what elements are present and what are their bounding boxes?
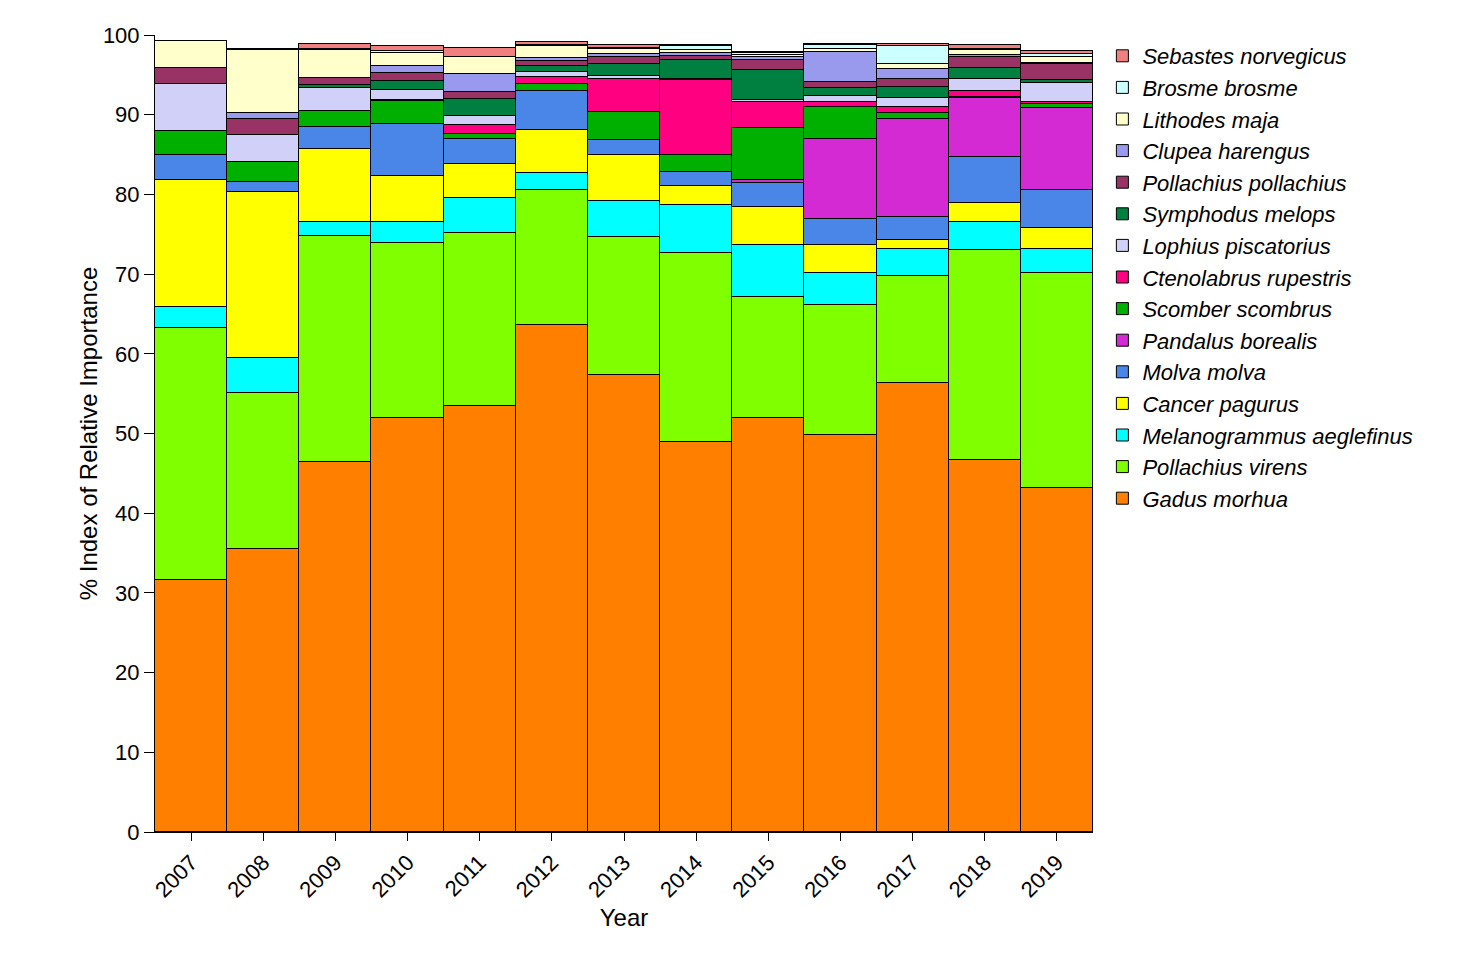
svg-text:Year: Year <box>600 904 649 931</box>
svg-text:Pollachius virens: Pollachius virens <box>1142 455 1307 480</box>
svg-text:2013: 2013 <box>583 850 635 902</box>
svg-text:0: 0 <box>127 820 139 845</box>
svg-text:2014: 2014 <box>655 850 707 902</box>
svg-text:50: 50 <box>115 421 139 446</box>
svg-text:100: 100 <box>103 23 140 48</box>
svg-text:90: 90 <box>115 102 139 127</box>
svg-text:Pollachius pollachius: Pollachius pollachius <box>1142 171 1346 196</box>
svg-text:Cancer pagurus: Cancer pagurus <box>1142 392 1299 417</box>
svg-text:2017: 2017 <box>872 850 924 902</box>
svg-text:2009: 2009 <box>294 850 346 902</box>
svg-text:Sebastes norvegicus: Sebastes norvegicus <box>1142 44 1346 69</box>
svg-text:2011: 2011 <box>440 850 491 901</box>
svg-text:Symphodus melops: Symphodus melops <box>1142 202 1335 227</box>
svg-text:Lophius piscatorius: Lophius piscatorius <box>1142 234 1330 259</box>
svg-text:60: 60 <box>115 342 139 367</box>
svg-text:Molva molva: Molva molva <box>1142 360 1265 385</box>
svg-text:2019: 2019 <box>1016 850 1068 902</box>
svg-text:2015: 2015 <box>727 850 779 902</box>
svg-text:% Index of Relative Importance: % Index of Relative Importance <box>75 267 102 601</box>
svg-text:2007: 2007 <box>150 850 202 902</box>
svg-text:2016: 2016 <box>799 850 851 902</box>
svg-text:2018: 2018 <box>944 850 996 902</box>
svg-text:20: 20 <box>115 660 139 685</box>
svg-text:40: 40 <box>115 501 139 526</box>
svg-text:Pandalus borealis: Pandalus borealis <box>1142 329 1317 354</box>
svg-text:70: 70 <box>115 262 139 287</box>
svg-text:2010: 2010 <box>367 850 419 902</box>
svg-text:Ctenolabrus rupestris: Ctenolabrus rupestris <box>1142 266 1351 291</box>
svg-text:Melanogrammus aeglefinus: Melanogrammus aeglefinus <box>1142 424 1412 449</box>
svg-text:Brosme brosme: Brosme brosme <box>1142 76 1297 101</box>
svg-text:80: 80 <box>115 182 139 207</box>
svg-text:Scomber scombrus: Scomber scombrus <box>1142 297 1332 322</box>
svg-text:Gadus morhua: Gadus morhua <box>1142 487 1288 512</box>
svg-text:30: 30 <box>115 581 139 606</box>
svg-text:Clupea harengus: Clupea harengus <box>1142 139 1310 164</box>
svg-text:Lithodes maja: Lithodes maja <box>1142 108 1279 133</box>
svg-text:2008: 2008 <box>222 850 274 902</box>
svg-text:2012: 2012 <box>511 850 563 902</box>
svg-text:10: 10 <box>115 740 139 765</box>
